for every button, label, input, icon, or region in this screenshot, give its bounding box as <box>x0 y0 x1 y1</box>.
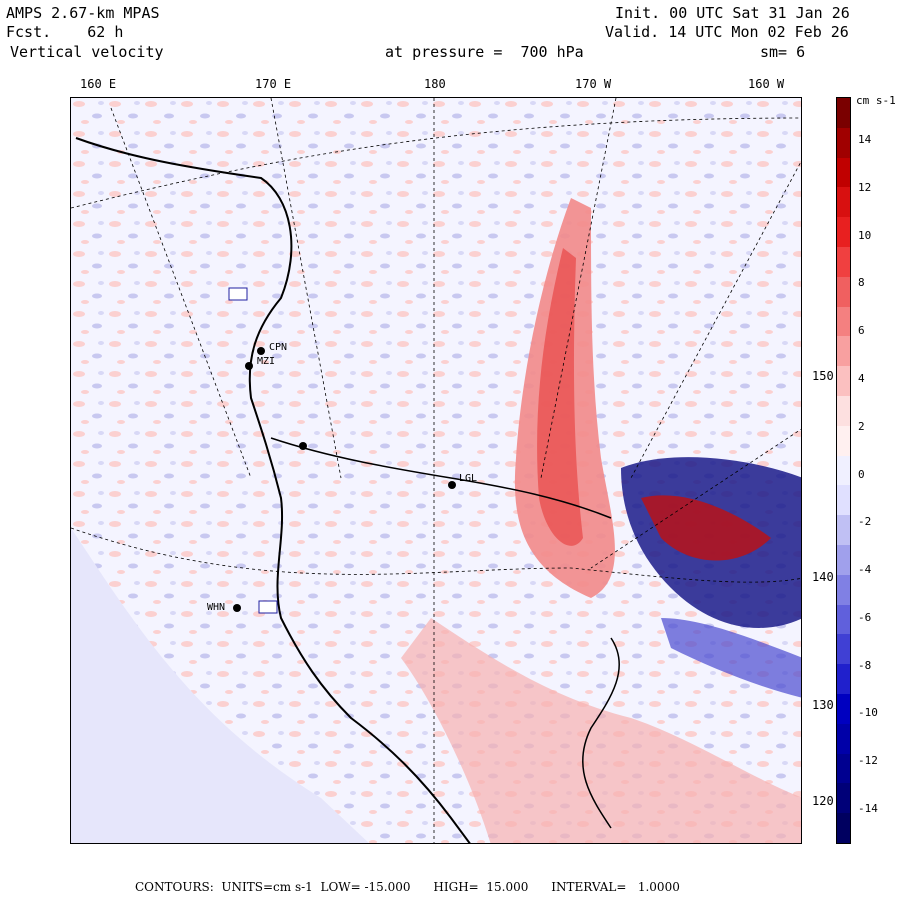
colorbar-tick-label: -6 <box>858 610 872 624</box>
colorbar-segment <box>837 217 850 248</box>
colorbar-segment <box>837 98 850 128</box>
colorbar-tick-label: 4 <box>858 371 865 385</box>
colorbar-tick-label: 12 <box>858 180 872 194</box>
colorbar-segment <box>837 753 850 784</box>
lon-label-170e: 170 E <box>255 77 292 91</box>
meridian-line <box>630 160 801 479</box>
init-time: Init. 00 UTC Sat 31 Jan 26 <box>615 4 850 22</box>
colorbar-segment <box>837 604 850 635</box>
vertical-velocity-map[interactable]: CPN MZI LGL WHN <box>70 97 802 844</box>
lon-label-160w: 160 W <box>748 77 785 91</box>
latitude-line <box>71 527 801 583</box>
descent-streak <box>661 618 801 698</box>
marker-box[interactable] <box>228 287 248 301</box>
strong-ascent-cell <box>641 495 771 561</box>
contour-interval: INTERVAL= 1.0000 <box>551 880 680 894</box>
station-dot-mzi[interactable] <box>245 362 253 370</box>
colorbar-segment <box>837 396 850 426</box>
colorbar-segment <box>837 425 850 456</box>
colorbar-tick-label: 6 <box>858 324 865 338</box>
colorbar-segment <box>837 187 850 218</box>
coastline <box>75 137 471 843</box>
colorbar-segment <box>837 455 850 486</box>
colorbar-segment <box>837 366 850 397</box>
colorbar-segment <box>837 545 850 575</box>
contours-label: CONTOURS: <box>135 880 214 894</box>
lon-label-170w: 170 W <box>575 77 612 91</box>
lower-ascent-region <box>401 618 801 843</box>
station-dot-whn[interactable] <box>233 604 241 612</box>
colorbar-tick-label: -8 <box>858 658 872 672</box>
colorbar-tick-label: -14 <box>858 802 878 815</box>
valid-time: Valid. 14 UTC Mon 02 Feb 26 <box>605 23 849 41</box>
coastline-east <box>582 637 620 829</box>
colorbar-tick-label: -10 <box>858 706 878 720</box>
colorbar-tick-label: 8 <box>858 276 865 290</box>
colorbar-segment <box>837 127 850 158</box>
meridian-line <box>270 98 342 479</box>
colorbar-segment <box>837 247 850 277</box>
contour-info: CONTOURS: UNITS=cm s-1 LOW= -15.000 HIGH… <box>135 880 680 894</box>
pressure-level: at pressure = 700 hPa <box>385 43 584 61</box>
pale-ice-region <box>71 528 369 843</box>
colorbar-segment <box>837 485 850 516</box>
station-dot-lgl[interactable] <box>448 481 456 489</box>
colorbar-tick-label: -4 <box>858 563 872 577</box>
colorbar-tick-label: -12 <box>858 754 878 768</box>
marker-box[interactable] <box>258 600 278 614</box>
contour-units: UNITS=cm s-1 <box>221 880 313 894</box>
station-dot-cpn[interactable] <box>257 347 265 355</box>
forecast-hour: Fcst. 62 h <box>6 23 124 41</box>
colorbar-segment <box>837 723 850 754</box>
station-label-cpn: CPN <box>269 342 288 353</box>
colorbar-tick-label: 0 <box>858 467 865 481</box>
colorbar-segment <box>837 664 850 695</box>
field-name: Vertical velocity <box>10 43 164 61</box>
station-label-lgl: LGL <box>459 473 478 484</box>
colorbar-tick-label: 2 <box>858 419 865 433</box>
contour-high: HIGH= 15.000 <box>433 880 529 894</box>
colorbar-segment <box>837 694 850 724</box>
colorbar-segment <box>837 515 850 546</box>
colorbar-tick-label: 10 <box>858 228 872 242</box>
contour-low: LOW= -15.000 <box>320 880 411 894</box>
ice-shelf-edge <box>270 437 612 519</box>
station-dot[interactable] <box>299 442 307 450</box>
colorbar-segment <box>837 157 850 188</box>
colorbar-units: cm s-1 <box>856 94 896 107</box>
map-canvas <box>71 98 801 843</box>
smoothing: sm= 6 <box>760 43 806 61</box>
colorbar-tick-label: 14 <box>858 133 872 146</box>
colorbar-segment <box>837 336 850 367</box>
station-label-mzi: MZI <box>257 356 276 367</box>
colorbar <box>836 97 851 844</box>
station-label-whn: WHN <box>207 602 226 613</box>
meridian-line <box>590 428 801 569</box>
colorbar-segment <box>837 306 850 337</box>
meridian-line <box>540 98 617 479</box>
colorbar-segment <box>837 634 850 665</box>
colorbar-segment <box>837 276 850 307</box>
colorbar-segment <box>837 813 850 844</box>
colorbar-segment <box>837 574 850 605</box>
model-title: AMPS 2.67-km MPAS <box>6 4 160 22</box>
colorbar-tick-label: -2 <box>858 515 872 529</box>
lon-label-160e: 160 E <box>80 77 117 91</box>
lon-label-180: 180 <box>424 77 446 91</box>
colorbar-segment <box>837 783 850 814</box>
